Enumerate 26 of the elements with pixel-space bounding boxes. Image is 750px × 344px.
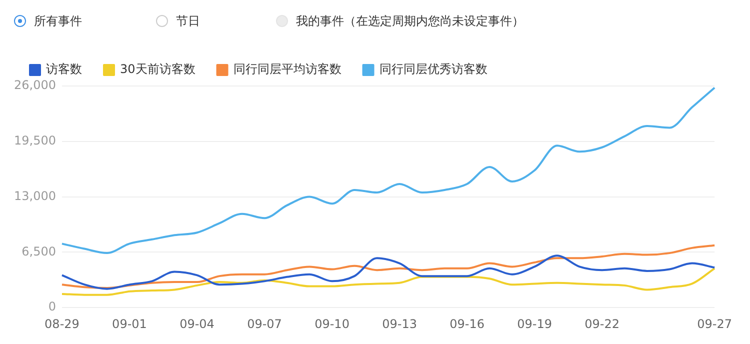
x-tick-label: 09-16 [450, 316, 484, 331]
line-series [60, 86, 716, 254]
legend-label: 同行同层优秀访客数 [379, 62, 488, 76]
y-tick-label: 26,000 [14, 78, 56, 92]
y-tick-label: 19,500 [14, 134, 56, 148]
legend-label: 访客数 [46, 62, 82, 76]
text: 节日 [176, 12, 200, 30]
line-series [60, 267, 716, 296]
x-tick-label: 09-27 [697, 316, 732, 331]
line-series [60, 244, 716, 289]
y-tick-label: 6,500 [22, 244, 56, 258]
text: 我的事件（在选定周期内您尚未设定事件） [296, 12, 524, 30]
text: 所有事件 [34, 12, 82, 30]
legend-label: 30天前访客数 [120, 62, 196, 76]
x-tick-label: 09-22 [584, 316, 620, 331]
x-tick-label: 09-10 [314, 316, 350, 331]
x-tick-label: 09-01 [112, 316, 147, 331]
y-tick-label: 0 [48, 300, 56, 314]
x-tick-label: 08-29 [44, 316, 80, 331]
x-tick-label: 09-19 [517, 316, 552, 331]
y-tick-label: 13,000 [14, 188, 56, 203]
x-tick-label: 09-07 [247, 316, 282, 331]
line-series [60, 254, 716, 290]
x-tick-label: 09-13 [382, 316, 417, 331]
x-tick-label: 09-04 [180, 316, 214, 331]
legend-label: 同行同层平均访客数 [233, 62, 342, 76]
